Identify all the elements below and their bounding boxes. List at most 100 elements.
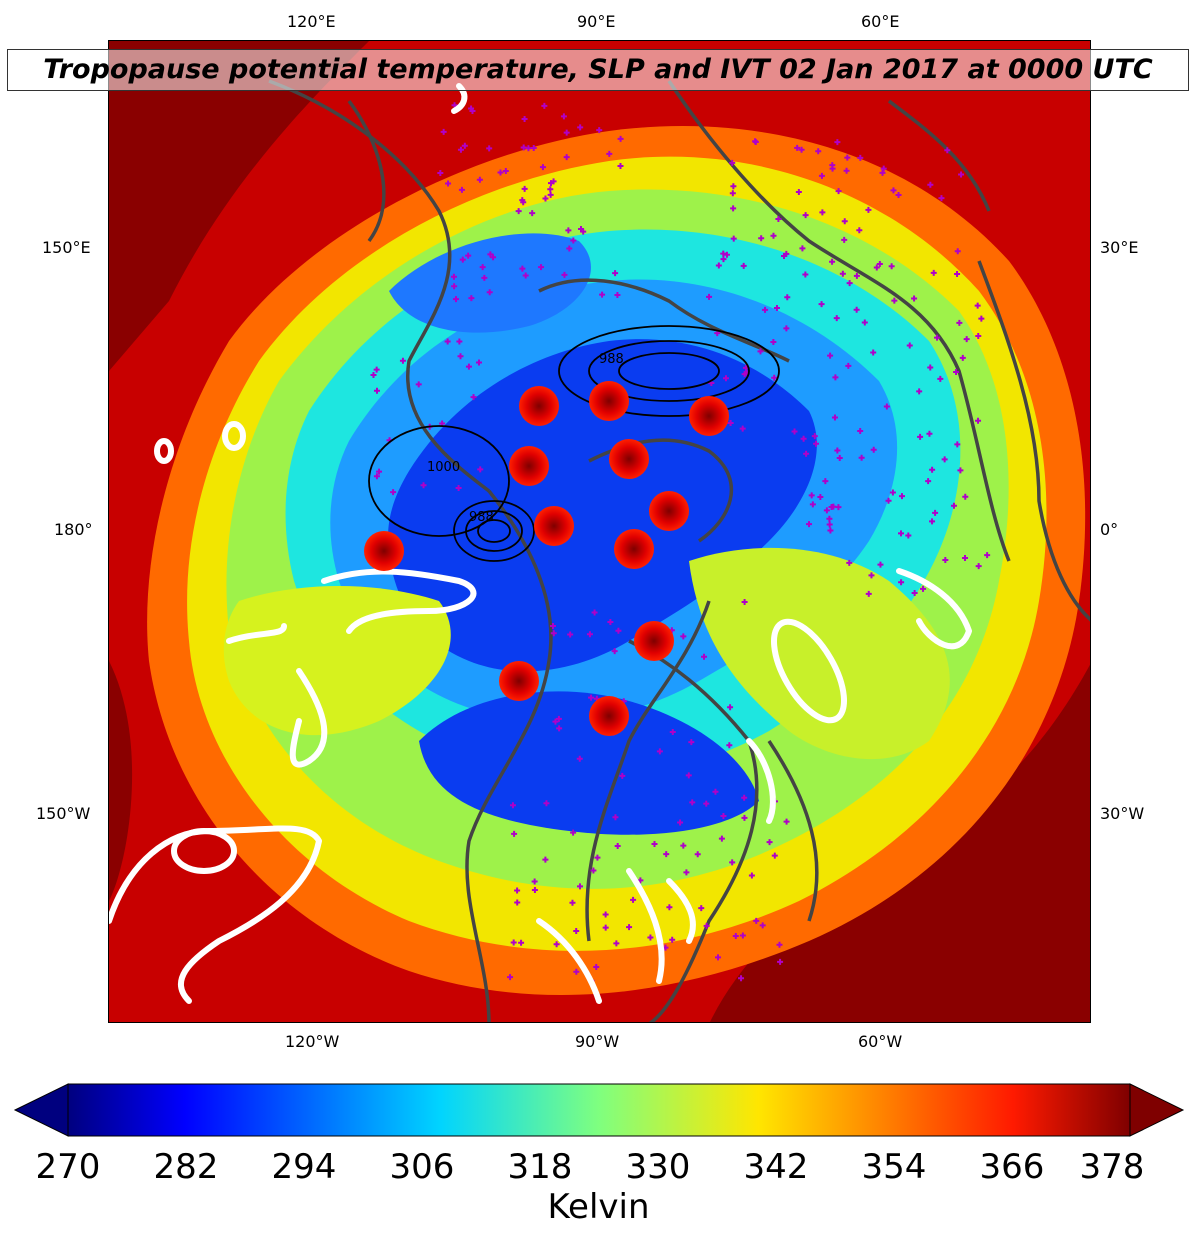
station-marker: [538, 264, 545, 271]
station-marker: [978, 315, 985, 322]
station-marker: [567, 631, 574, 638]
station-marker: [953, 368, 960, 375]
station-marker: [573, 968, 580, 975]
station-marker: [730, 205, 737, 212]
station-marker: [614, 291, 621, 298]
station-marker: [950, 502, 957, 509]
station-marker: [619, 772, 626, 779]
station-marker: [465, 252, 472, 259]
station-marker: [929, 518, 936, 525]
station-marker: [729, 190, 736, 197]
station-marker: [515, 208, 522, 215]
station-marker: [956, 319, 963, 326]
station-marker: [799, 245, 806, 252]
station-marker: [720, 250, 727, 257]
station-marker: [688, 739, 695, 746]
station-marker: [925, 478, 932, 485]
station-marker: [813, 440, 820, 447]
station-marker: [741, 599, 748, 606]
station-marker: [694, 851, 701, 858]
station-marker: [889, 489, 896, 496]
station-marker: [556, 725, 563, 732]
station-marker: [586, 631, 593, 638]
station-marker: [591, 609, 598, 616]
lon-label-right-3: 30°W: [1100, 804, 1145, 823]
station-marker: [954, 441, 961, 448]
station-marker: [689, 799, 696, 806]
colorbar-tick-10: 378: [1079, 1147, 1145, 1187]
station-marker: [390, 489, 397, 496]
station-marker: [832, 374, 839, 381]
station-marker: [806, 521, 813, 528]
station-marker: [795, 188, 802, 195]
theta-field-blue-northwest: [389, 233, 591, 333]
station-marker: [576, 883, 583, 890]
station-marker: [738, 975, 745, 982]
station-marker: [954, 271, 961, 278]
station-marker: [861, 319, 868, 326]
station-marker: [727, 419, 734, 426]
station-marker: [932, 509, 939, 516]
station-marker: [712, 788, 719, 795]
station-marker: [856, 227, 863, 234]
station-marker: [486, 145, 493, 152]
station-marker: [748, 872, 755, 879]
station-marker: [873, 264, 880, 271]
station-marker: [613, 940, 620, 947]
station-marker: [905, 532, 912, 539]
station-marker: [829, 165, 836, 172]
station-marker: [525, 145, 532, 152]
station-marker: [771, 852, 778, 859]
station-marker: [841, 236, 848, 243]
station-marker: [720, 813, 727, 820]
lon-label-top-3: 60°E: [861, 12, 900, 31]
station-marker: [565, 227, 572, 234]
station-marker: [373, 387, 380, 394]
station-marker: [917, 433, 924, 440]
station-marker: [784, 294, 791, 301]
station-marker: [576, 755, 583, 762]
station-marker: [963, 336, 970, 343]
station-marker: [550, 178, 557, 185]
station-marker: [962, 555, 969, 562]
station-marker: [829, 258, 836, 265]
station-marker: [615, 627, 622, 634]
lon-label-right-1: 30°E: [1100, 238, 1139, 257]
station-marker: [920, 585, 927, 592]
station-marker: [602, 924, 609, 931]
map-canvas: 988 1000 988: [109, 41, 1090, 1022]
station-marker: [437, 169, 444, 176]
station-marker: [477, 466, 484, 473]
station-marker: [927, 181, 934, 188]
station-marker: [942, 557, 949, 564]
station-marker: [685, 772, 692, 779]
station-marker: [651, 840, 658, 847]
station-marker: [879, 169, 886, 176]
station-marker: [596, 127, 603, 134]
station-marker: [880, 165, 887, 172]
colorbar-bar: [67, 1083, 1131, 1137]
station-marker: [468, 295, 475, 302]
station-marker: [502, 168, 509, 175]
station-marker: [741, 794, 748, 801]
station-marker: [826, 515, 833, 522]
station-marker: [563, 154, 570, 161]
station-marker: [573, 928, 580, 935]
station-marker: [975, 332, 982, 339]
station-marker: [677, 819, 684, 826]
lon-label-right-2: 0°: [1100, 520, 1119, 539]
station-marker: [818, 172, 825, 179]
station-marker: [727, 704, 734, 711]
station-marker: [715, 262, 722, 269]
station-marker: [759, 922, 766, 929]
lon-label-left-2: 180°: [54, 520, 93, 539]
station-marker: [459, 256, 466, 263]
lon-label-bottom-1: 120°W: [285, 1032, 340, 1051]
station-marker: [669, 728, 676, 735]
station-marker: [521, 116, 528, 123]
station-marker: [938, 195, 945, 202]
station-marker: [588, 694, 595, 701]
station-marker: [723, 251, 730, 258]
station-marker: [570, 829, 577, 836]
station-marker: [954, 248, 961, 255]
